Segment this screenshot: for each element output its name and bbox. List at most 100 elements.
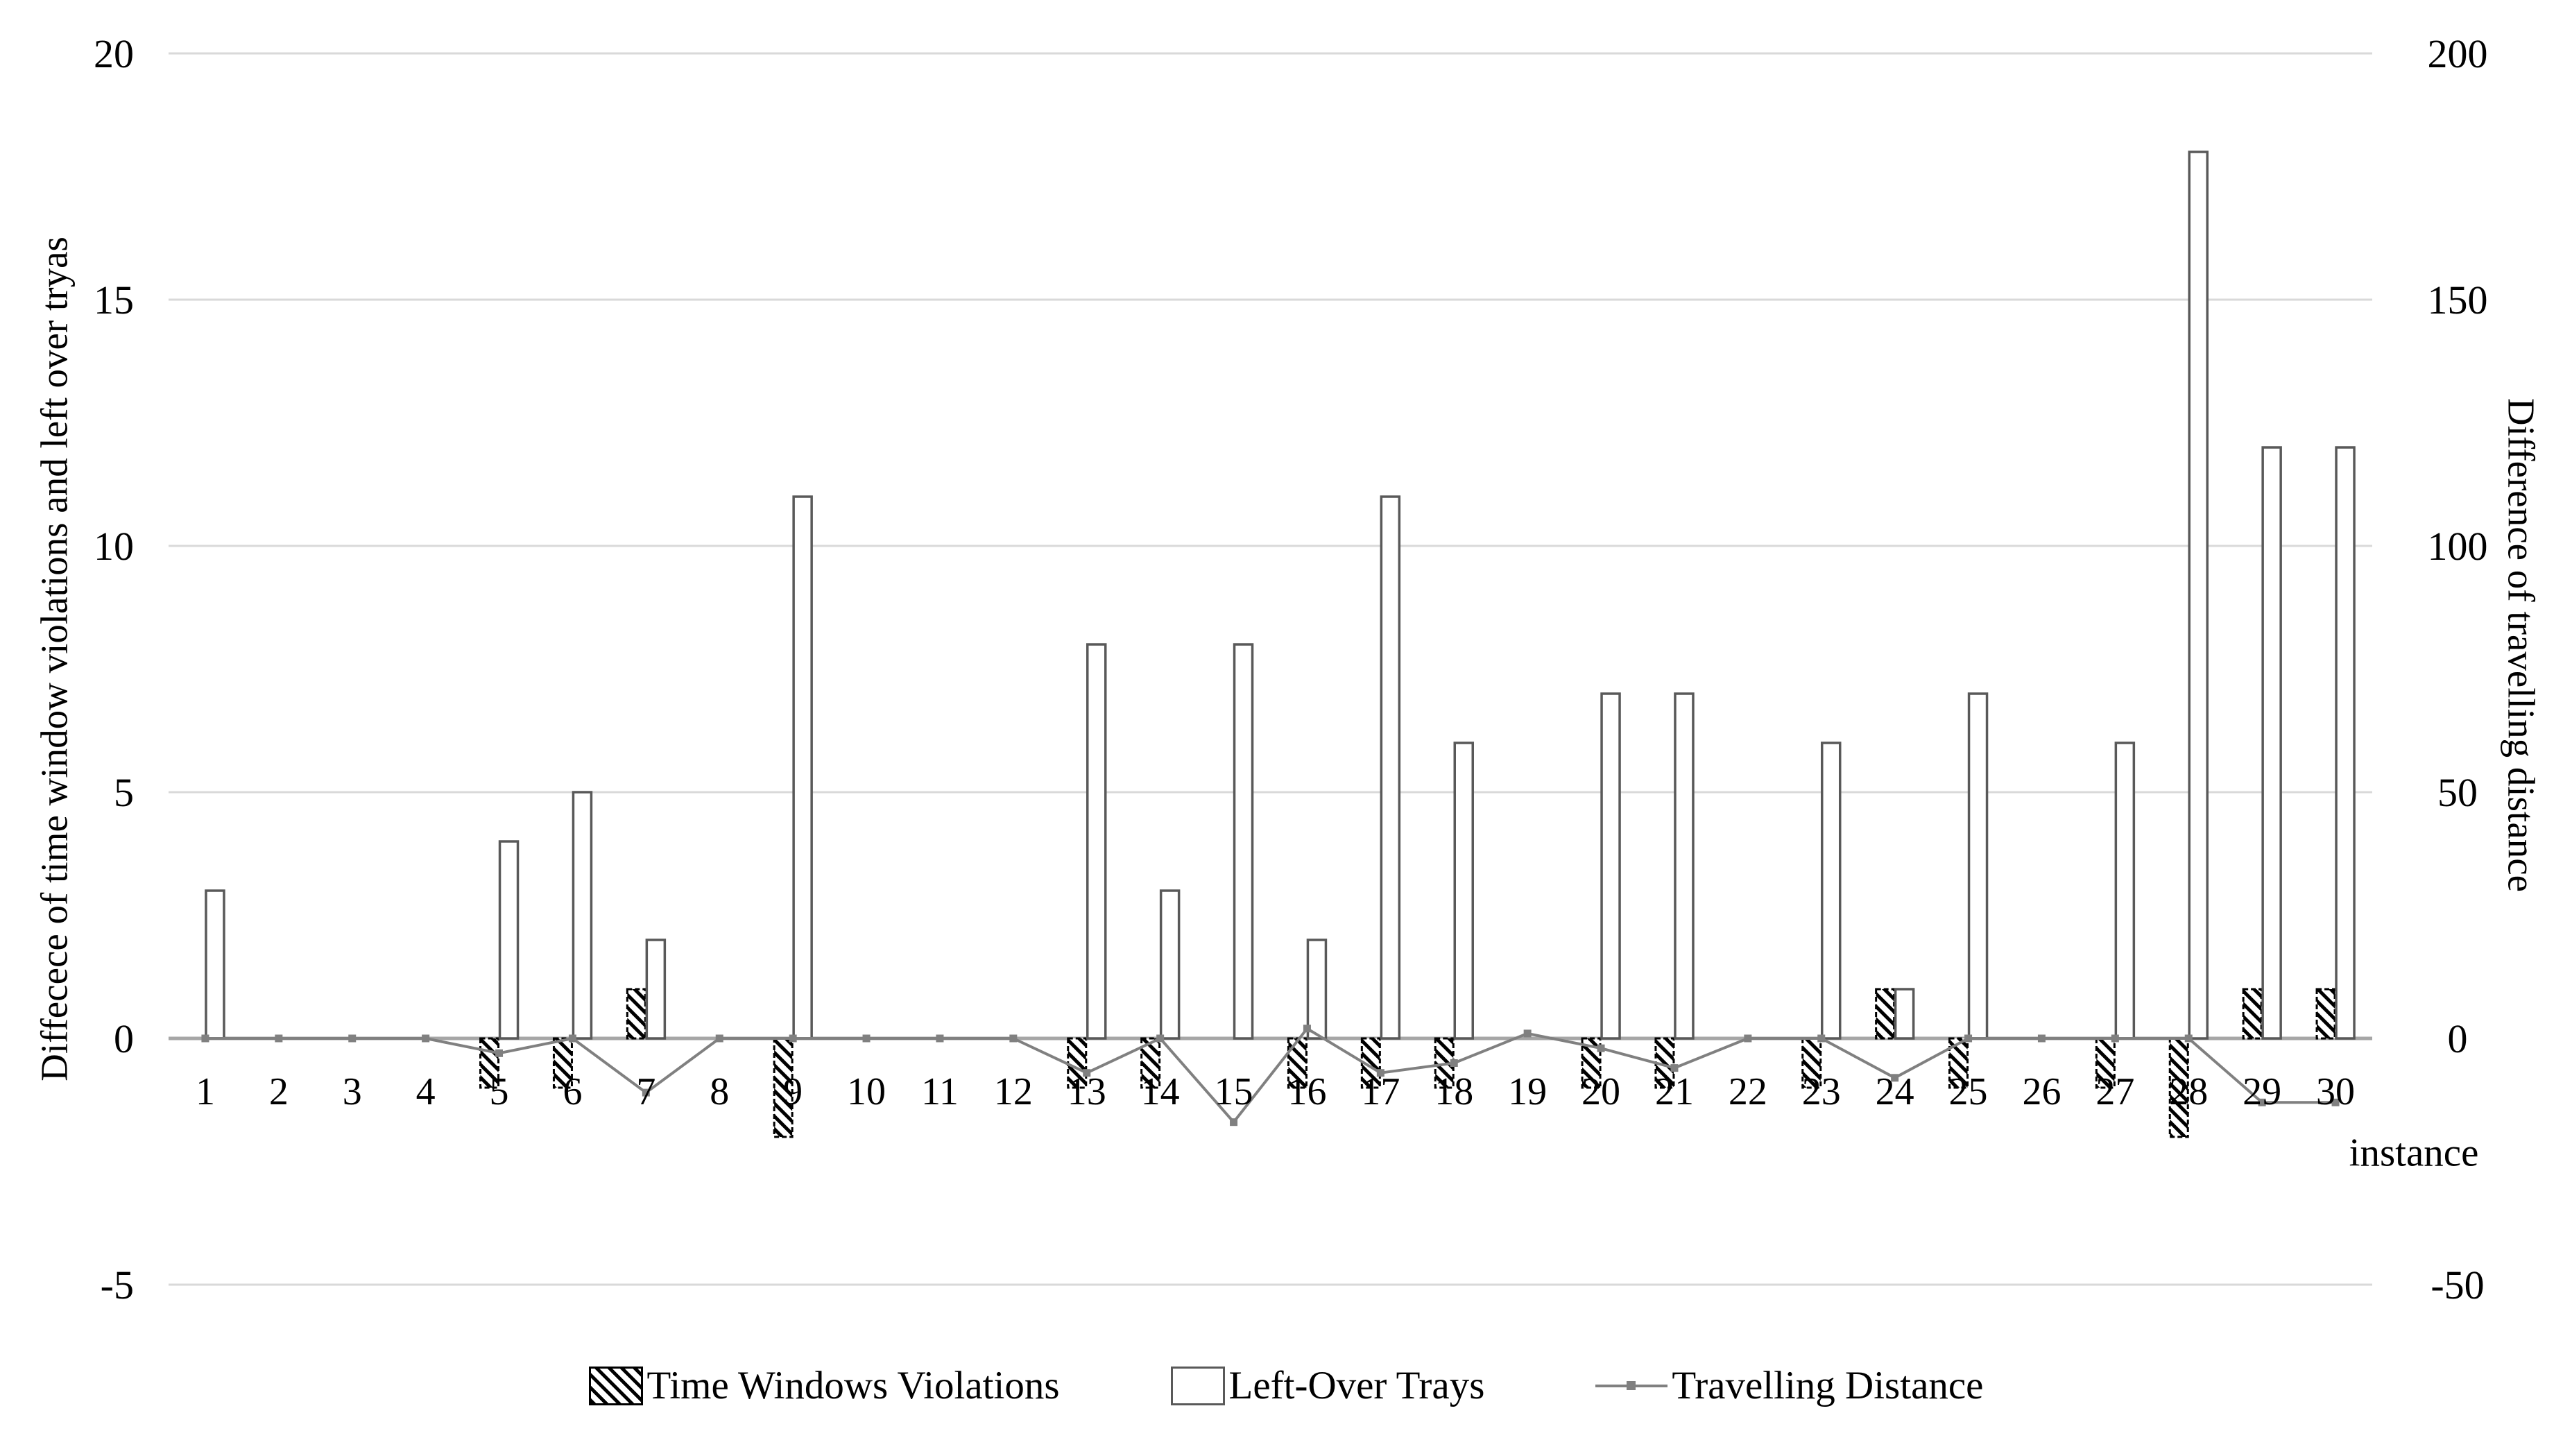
travelling-distance-marker-17 <box>1376 1069 1384 1077</box>
hatched-swatch-icon <box>588 1366 643 1405</box>
x-category-label-23: 23 <box>1802 1070 1841 1113</box>
travelling-distance-marker-19 <box>1523 1029 1532 1038</box>
travelling-distance-marker-14 <box>1156 1034 1165 1043</box>
right-axis-tick--50: -50 <box>2430 1262 2484 1308</box>
x-category-label-19: 19 <box>1508 1070 1547 1113</box>
x-category-label-22: 22 <box>1729 1070 1767 1113</box>
bar-left-over-trays-13 <box>1086 643 1107 1040</box>
travelling-distance-marker-9 <box>789 1034 797 1043</box>
x-category-label-28: 28 <box>2169 1070 2208 1113</box>
x-category-label-10: 10 <box>847 1070 886 1113</box>
line-series <box>201 1025 2340 1127</box>
bar-time-windows-violations-7 <box>626 988 646 1040</box>
travelling-distance-marker-2 <box>275 1034 283 1043</box>
bar-series <box>205 151 2356 1138</box>
x-category-label-9: 9 <box>783 1070 803 1113</box>
bar-left-over-trays-14 <box>1159 889 1181 1040</box>
legend-label: Left-Over Trays <box>1228 1364 1485 1407</box>
left-y-axis-title: Diffecece of time window violations and … <box>33 237 76 1081</box>
right-axis-tick-100: 100 <box>2428 524 2488 569</box>
legend-label: Travelling Distance <box>1672 1364 1984 1407</box>
bar-left-over-trays-27 <box>2114 742 2136 1040</box>
bar-left-over-trays-7 <box>645 939 667 1040</box>
x-category-label-1: 1 <box>196 1070 215 1113</box>
bar-left-over-trays-25 <box>1967 692 1989 1040</box>
travelling-distance-marker-1 <box>201 1034 209 1043</box>
x-category-label-29: 29 <box>2243 1070 2281 1113</box>
travelling-distance-line <box>205 1027 2336 1124</box>
x-category-labels: 1 2 3 4 5 6 7 8 9 10 11 12 13 14 15 16 17 18 19 20 21 22 23 24 2… <box>196 1070 2355 1113</box>
travelling-distance-marker-21 <box>1670 1064 1679 1072</box>
travelling-distance-marker-27 <box>2111 1034 2119 1043</box>
x-category-label-18: 18 <box>1434 1070 1473 1113</box>
x-category-label-11: 11 <box>921 1070 959 1113</box>
x-category-label-27: 27 <box>2095 1070 2134 1113</box>
x-category-label-16: 16 <box>1287 1070 1326 1113</box>
travelling-distance-marker-25 <box>1964 1034 1973 1043</box>
x-category-label-24: 24 <box>1876 1070 1914 1113</box>
left-axis-tick-15: 15 <box>94 277 134 323</box>
travelling-distance-marker-16 <box>1303 1025 1311 1033</box>
legend-item-travelling-distance: Travelling Distance <box>1595 1363 1983 1408</box>
bar-left-over-trays-20 <box>1600 692 1621 1040</box>
left-axis-tick-10: 10 <box>94 524 134 569</box>
bar-time-windows-violations-16 <box>1287 1037 1308 1089</box>
bar-time-windows-violations-21 <box>1654 1037 1675 1089</box>
travelling-distance-marker-29 <box>2258 1098 2266 1106</box>
travelling-distance-marker-30 <box>2331 1098 2340 1106</box>
right-axis-tick-200: 200 <box>2428 31 2488 76</box>
travelling-distance-marker-7 <box>642 1088 650 1097</box>
travelling-distance-marker-8 <box>715 1034 723 1043</box>
travelling-distance-marker-23 <box>1817 1034 1826 1043</box>
travelling-distance-marker-5 <box>495 1049 504 1057</box>
x-category-label-25: 25 <box>1949 1070 1988 1113</box>
x-category-label-21: 21 <box>1655 1070 1694 1113</box>
left-axis-tick--5: -5 <box>101 1262 134 1308</box>
travelling-distance-marker-12 <box>1009 1034 1018 1043</box>
x-category-label-8: 8 <box>710 1070 729 1113</box>
bar-left-over-trays-1 <box>205 889 225 1040</box>
legend-item-time-windows-violations: Time Windows Violations <box>588 1363 1060 1408</box>
x-category-label-2: 2 <box>269 1070 289 1113</box>
x-category-label-17: 17 <box>1361 1070 1400 1113</box>
bar-left-over-trays-24 <box>1894 988 1915 1040</box>
bar-left-over-trays-21 <box>1674 692 1695 1040</box>
left-axis-tick-0: 0 <box>114 1016 134 1061</box>
x-category-label-14: 14 <box>1141 1070 1180 1113</box>
x-category-label-6: 6 <box>563 1070 582 1113</box>
legend-item-left-over-trays: Left-Over Trays <box>1170 1363 1485 1408</box>
bar-left-over-trays-23 <box>1821 742 1842 1040</box>
bar-time-windows-violations-5 <box>479 1037 500 1089</box>
travelling-distance-marker-22 <box>1744 1034 1752 1043</box>
x-category-label-26: 26 <box>2022 1070 2061 1113</box>
bar-time-windows-violations-29 <box>2242 988 2263 1040</box>
right-axis-tick-150: 150 <box>2428 277 2488 323</box>
x-axis-title: instance <box>2349 1131 2479 1175</box>
x-category-label-20: 20 <box>1581 1070 1620 1113</box>
bar-left-over-trays-9 <box>792 495 813 1040</box>
bar-time-windows-violations-13 <box>1067 1037 1088 1089</box>
travelling-distance-marker-3 <box>348 1034 357 1043</box>
travelling-distance-marker-18 <box>1450 1059 1458 1067</box>
x-category-label-7: 7 <box>636 1070 655 1113</box>
right-axis-tick-0: 0 <box>2448 1016 2468 1061</box>
gridlines <box>169 52 2372 1286</box>
bar-left-over-trays-16 <box>1306 939 1328 1040</box>
legend-label: Time Windows Violations <box>646 1364 1060 1407</box>
right-axis-tick-50: 50 <box>2437 770 2478 815</box>
x-category-label-30: 30 <box>2316 1070 2355 1113</box>
bar-left-over-trays-30 <box>2335 446 2356 1040</box>
left-axis-tick-20: 20 <box>94 31 134 76</box>
travelling-distance-marker-20 <box>1597 1044 1605 1052</box>
bar-left-over-trays-18 <box>1453 742 1474 1040</box>
x-category-label-13: 13 <box>1068 1070 1106 1113</box>
x-category-label-12: 12 <box>994 1070 1033 1113</box>
bar-left-over-trays-5 <box>498 840 520 1040</box>
bar-left-over-trays-29 <box>2261 446 2282 1040</box>
bar-time-windows-violations-24 <box>1875 988 1896 1040</box>
left-axis-tick-5: 5 <box>114 770 134 815</box>
bar-left-over-trays-6 <box>572 791 593 1040</box>
travelling-distance-marker-28 <box>2184 1034 2193 1043</box>
